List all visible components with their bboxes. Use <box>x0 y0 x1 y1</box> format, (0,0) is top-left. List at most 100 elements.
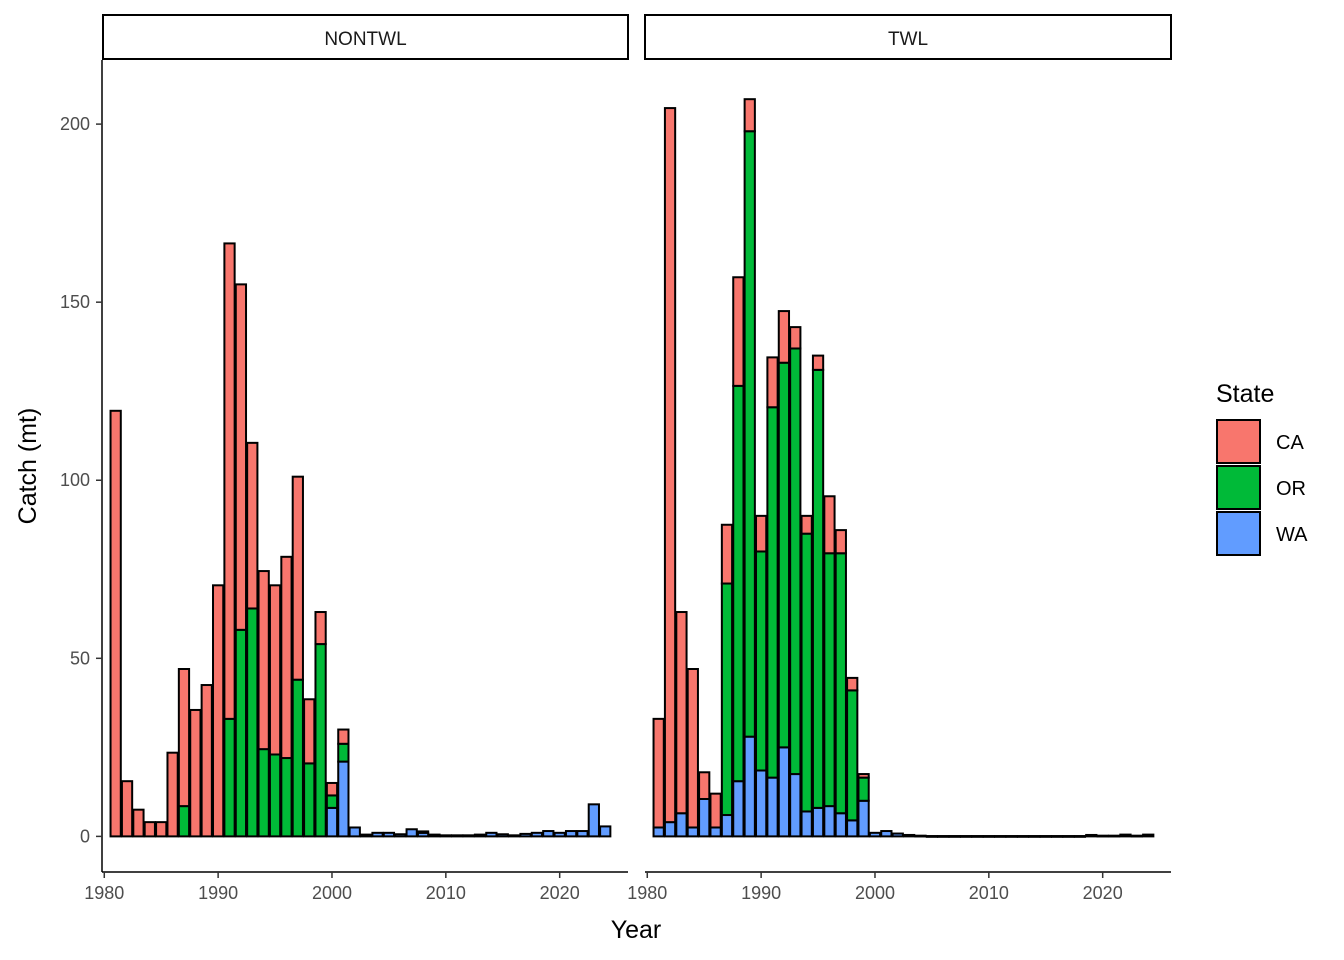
y-tick-label: 0 <box>80 826 90 846</box>
bar-twl-2001-wa <box>880 830 893 838</box>
bar-nontwl-1999-ca <box>314 611 327 646</box>
bar-twl-1989-ca <box>743 98 756 133</box>
y-tick-label: 100 <box>60 470 90 490</box>
bar-twl-1993-ca <box>789 326 802 350</box>
bar-twl-1990-ca <box>755 514 768 553</box>
bar-twl-1986-wa <box>709 826 722 838</box>
bar-twl-2013-wa <box>1016 835 1030 838</box>
bar-twl-1996-or <box>823 552 836 808</box>
bar-twl-1995-or <box>811 368 825 809</box>
bar-nontwl-2006-wa <box>394 833 407 838</box>
bar-nontwl-1991-or <box>223 717 236 838</box>
bar-twl-1997-or <box>834 552 847 815</box>
bar-twl-1995-wa <box>811 806 825 838</box>
x-tick-label: 1980 <box>84 883 124 903</box>
bar-twl-2009-wa <box>971 835 984 838</box>
bar-twl-2000-wa <box>868 831 882 838</box>
bar-twl-1992-or <box>777 361 791 749</box>
bar-twl-1990-wa <box>755 769 768 838</box>
bar-twl-2020-wa <box>1096 834 1109 838</box>
bar-nontwl-1994-ca <box>257 570 270 751</box>
legend-swatch-or <box>1216 465 1261 510</box>
bar-nontwl-1992-or <box>234 628 248 838</box>
bar-twl-1996-ca <box>823 495 836 555</box>
bar-nontwl-2001-ca <box>337 728 350 745</box>
bar-twl-2005-wa <box>925 835 939 838</box>
bar-nontwl-2009-wa <box>428 833 441 838</box>
y-tick-label: 200 <box>60 114 90 134</box>
bar-twl-1983-wa <box>675 812 688 838</box>
bar-twl-2016-wa <box>1051 835 1064 838</box>
bar-nontwl-2016-wa <box>508 834 521 838</box>
bar-nontwl-2002-wa <box>348 826 361 838</box>
bar-nontwl-1998-or <box>303 762 316 838</box>
bar-twl-2019-wa <box>1085 833 1098 838</box>
bar-twl-1988-ca <box>732 276 745 387</box>
bar-nontwl-1988-ca <box>189 708 202 838</box>
strip-box-twl <box>644 14 1172 60</box>
bar-nontwl-2018-wa <box>530 831 544 838</box>
bar-twl-1999-wa <box>857 799 870 838</box>
bar-nontwl-2001-or <box>337 742 350 763</box>
legend-swatch-ca <box>1216 419 1261 464</box>
bar-twl-1995-ca <box>811 354 825 371</box>
bar-twl-2018-wa <box>1073 835 1087 838</box>
bar-nontwl-2011-wa <box>451 834 464 838</box>
bar-nontwl-2000-ca <box>325 781 339 797</box>
bar-twl-2022-wa <box>1119 833 1132 838</box>
bar-nontwl-1984-ca <box>143 821 156 838</box>
bar-nontwl-1990-ca <box>212 584 225 838</box>
bar-twl-1998-wa <box>846 819 859 838</box>
bar-twl-2023-wa <box>1130 834 1143 838</box>
bars-twl <box>652 98 1155 838</box>
bar-nontwl-2024-wa <box>599 825 612 838</box>
bar-nontwl-2004-wa <box>371 831 384 838</box>
bar-twl-1989-or <box>743 130 756 738</box>
bar-twl-1981-ca <box>652 717 665 829</box>
bar-nontwl-1996-or <box>280 757 293 838</box>
bar-twl-1987-or <box>720 582 734 817</box>
bar-twl-2024-wa <box>1142 833 1155 838</box>
legend-swatch-wa <box>1216 511 1261 556</box>
bar-nontwl-1995-or <box>268 753 282 838</box>
legend: State CA OR WA <box>1216 380 1308 556</box>
bar-twl-2004-wa <box>914 834 927 838</box>
bar-twl-1992-wa <box>777 746 791 838</box>
bar-twl-2012-wa <box>1005 835 1018 838</box>
x-axis-title: Year <box>611 916 662 944</box>
bar-nontwl-2021-wa <box>564 830 578 838</box>
bar-twl-2008-wa <box>959 835 973 838</box>
bar-nontwl-2010-wa <box>439 834 452 838</box>
bar-nontwl-1994-or <box>257 748 270 838</box>
bar-twl-1997-ca <box>834 529 847 555</box>
x-tick-label: 1980 <box>627 883 667 903</box>
bar-nontwl-1982-ca <box>120 780 134 838</box>
bar-twl-1990-or <box>755 550 768 772</box>
strip-box-nontwl <box>102 14 629 60</box>
bar-nontwl-2013-wa <box>473 833 487 838</box>
bar-twl-1984-ca <box>686 668 699 829</box>
bar-nontwl-1993-or <box>246 607 259 838</box>
bar-twl-1982-ca <box>663 107 677 824</box>
bar-nontwl-2003-wa <box>360 833 373 838</box>
bar-twl-1991-wa <box>766 776 779 838</box>
bar-nontwl-1997-ca <box>291 475 304 681</box>
x-tick-label: 2010 <box>969 883 1009 903</box>
bar-nontwl-1987-or <box>177 805 191 838</box>
legend-title: State <box>1216 380 1274 408</box>
x-tick-label: 2000 <box>855 883 895 903</box>
bar-nontwl-2022-wa <box>576 830 589 838</box>
bar-nontwl-1991-ca <box>223 242 236 720</box>
bar-twl-1994-or <box>800 532 813 813</box>
bar-twl-2014-wa <box>1028 835 1041 838</box>
bar-nontwl-1985-ca <box>155 821 168 838</box>
bar-nontwl-2023-wa <box>587 803 600 838</box>
bars-nontwl <box>109 242 612 838</box>
bar-twl-2002-wa <box>891 832 904 838</box>
bar-twl-1987-wa <box>720 814 734 838</box>
y-axis-title: Catch (mt) <box>14 408 42 525</box>
bar-twl-1994-ca <box>800 514 813 535</box>
bar-nontwl-1993-ca <box>246 441 259 610</box>
bar-twl-1989-wa <box>743 735 756 838</box>
